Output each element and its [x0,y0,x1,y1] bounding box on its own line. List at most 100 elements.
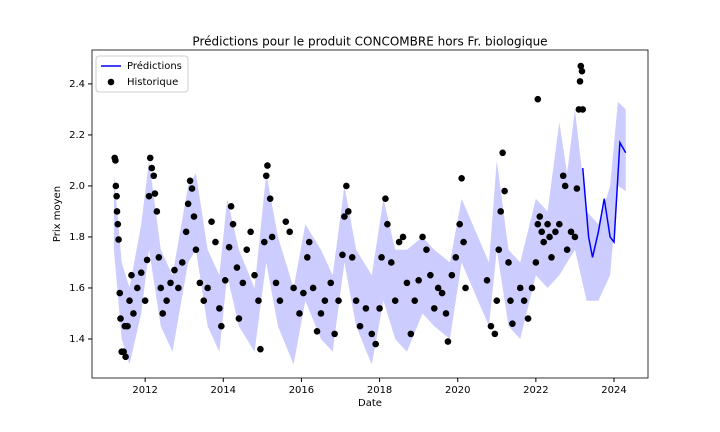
data-point [216,305,223,312]
data-point [434,284,442,292]
data-point [257,345,264,353]
data-point [345,208,352,215]
data-point [391,297,399,305]
data-point [516,284,524,292]
data-point [247,228,254,236]
x-axis-label: Date [358,398,382,409]
data-point [182,228,190,236]
data-point [208,218,215,225]
data-point [313,328,321,335]
x-tick-label: 2022 [523,385,548,396]
data-point [255,297,262,305]
data-point [225,243,233,251]
chart-title: Prédictions pour le produit CONCOMBRE ho… [192,35,547,49]
data-point [546,233,553,241]
data-point [282,218,290,225]
data-point [145,192,153,200]
data-point [448,271,456,279]
data-point [124,322,131,330]
data-point [423,246,430,254]
data-point [507,297,514,305]
data-point [303,254,311,261]
data-point [128,271,135,279]
data-point [430,305,438,312]
data-point [190,213,198,220]
data-point [524,315,532,322]
data-point [458,174,465,182]
data-point [571,233,579,241]
x-tick-label: 2024 [601,385,626,396]
data-point [305,238,313,246]
data-point [178,259,186,266]
data-point [155,254,163,261]
data-point [296,310,303,317]
data-point [157,284,165,292]
data-point [573,185,581,192]
data-point [352,297,360,305]
data-point [276,297,284,305]
data-point [188,185,196,192]
data-point [403,279,411,287]
data-point [113,208,121,215]
y-tick-label: 1.8 [69,232,85,243]
data-point [186,177,194,185]
data-point [212,238,219,246]
x-tick-label: 2012 [132,385,157,396]
data-point [411,297,419,305]
data-point [368,330,376,338]
data-point [175,284,182,292]
data-point [167,279,174,287]
data-point [372,340,379,348]
data-point [233,264,241,271]
data-point [286,228,294,236]
data-point [520,297,528,305]
data-point [148,164,156,172]
y-tick-label: 2.0 [69,181,85,192]
data-point [532,259,540,266]
data-point [563,246,571,254]
legend-label: Prédictions [127,60,182,72]
data-point [442,310,450,317]
data-point [534,95,542,103]
y-axis-label: Prix moyen [52,186,63,242]
data-point [577,62,585,70]
data-point [331,330,338,338]
data-point [171,266,178,274]
data-point [382,195,389,202]
data-point [343,182,350,190]
data-point [399,233,407,241]
legend-marker [107,78,115,86]
data-point [117,315,124,322]
uncertainty-band [113,101,626,365]
data-point [460,238,467,246]
data-point [184,200,192,208]
data-point [264,162,271,169]
data-point [317,310,325,317]
data-point [501,187,508,195]
data-point [456,220,463,228]
data-point [268,233,276,241]
data-point [509,320,516,327]
data-point [192,246,200,254]
y-tick-label: 1.6 [69,283,85,294]
data-point [261,238,268,246]
data-point [309,284,317,292]
data-point [505,259,512,266]
data-point [243,246,251,254]
data-point [567,228,575,236]
data-point [151,190,159,197]
data-point [204,284,211,292]
data-point [495,246,503,254]
data-point [534,220,542,228]
data-point [115,236,122,243]
data-point [137,269,145,276]
data-point [578,67,586,75]
data-point [487,322,495,330]
data-point [146,154,154,162]
data-point [143,256,151,264]
data-point [335,297,342,305]
data-point [218,322,225,330]
data-point [444,338,452,345]
data-point [384,220,391,228]
data-point [415,277,422,284]
